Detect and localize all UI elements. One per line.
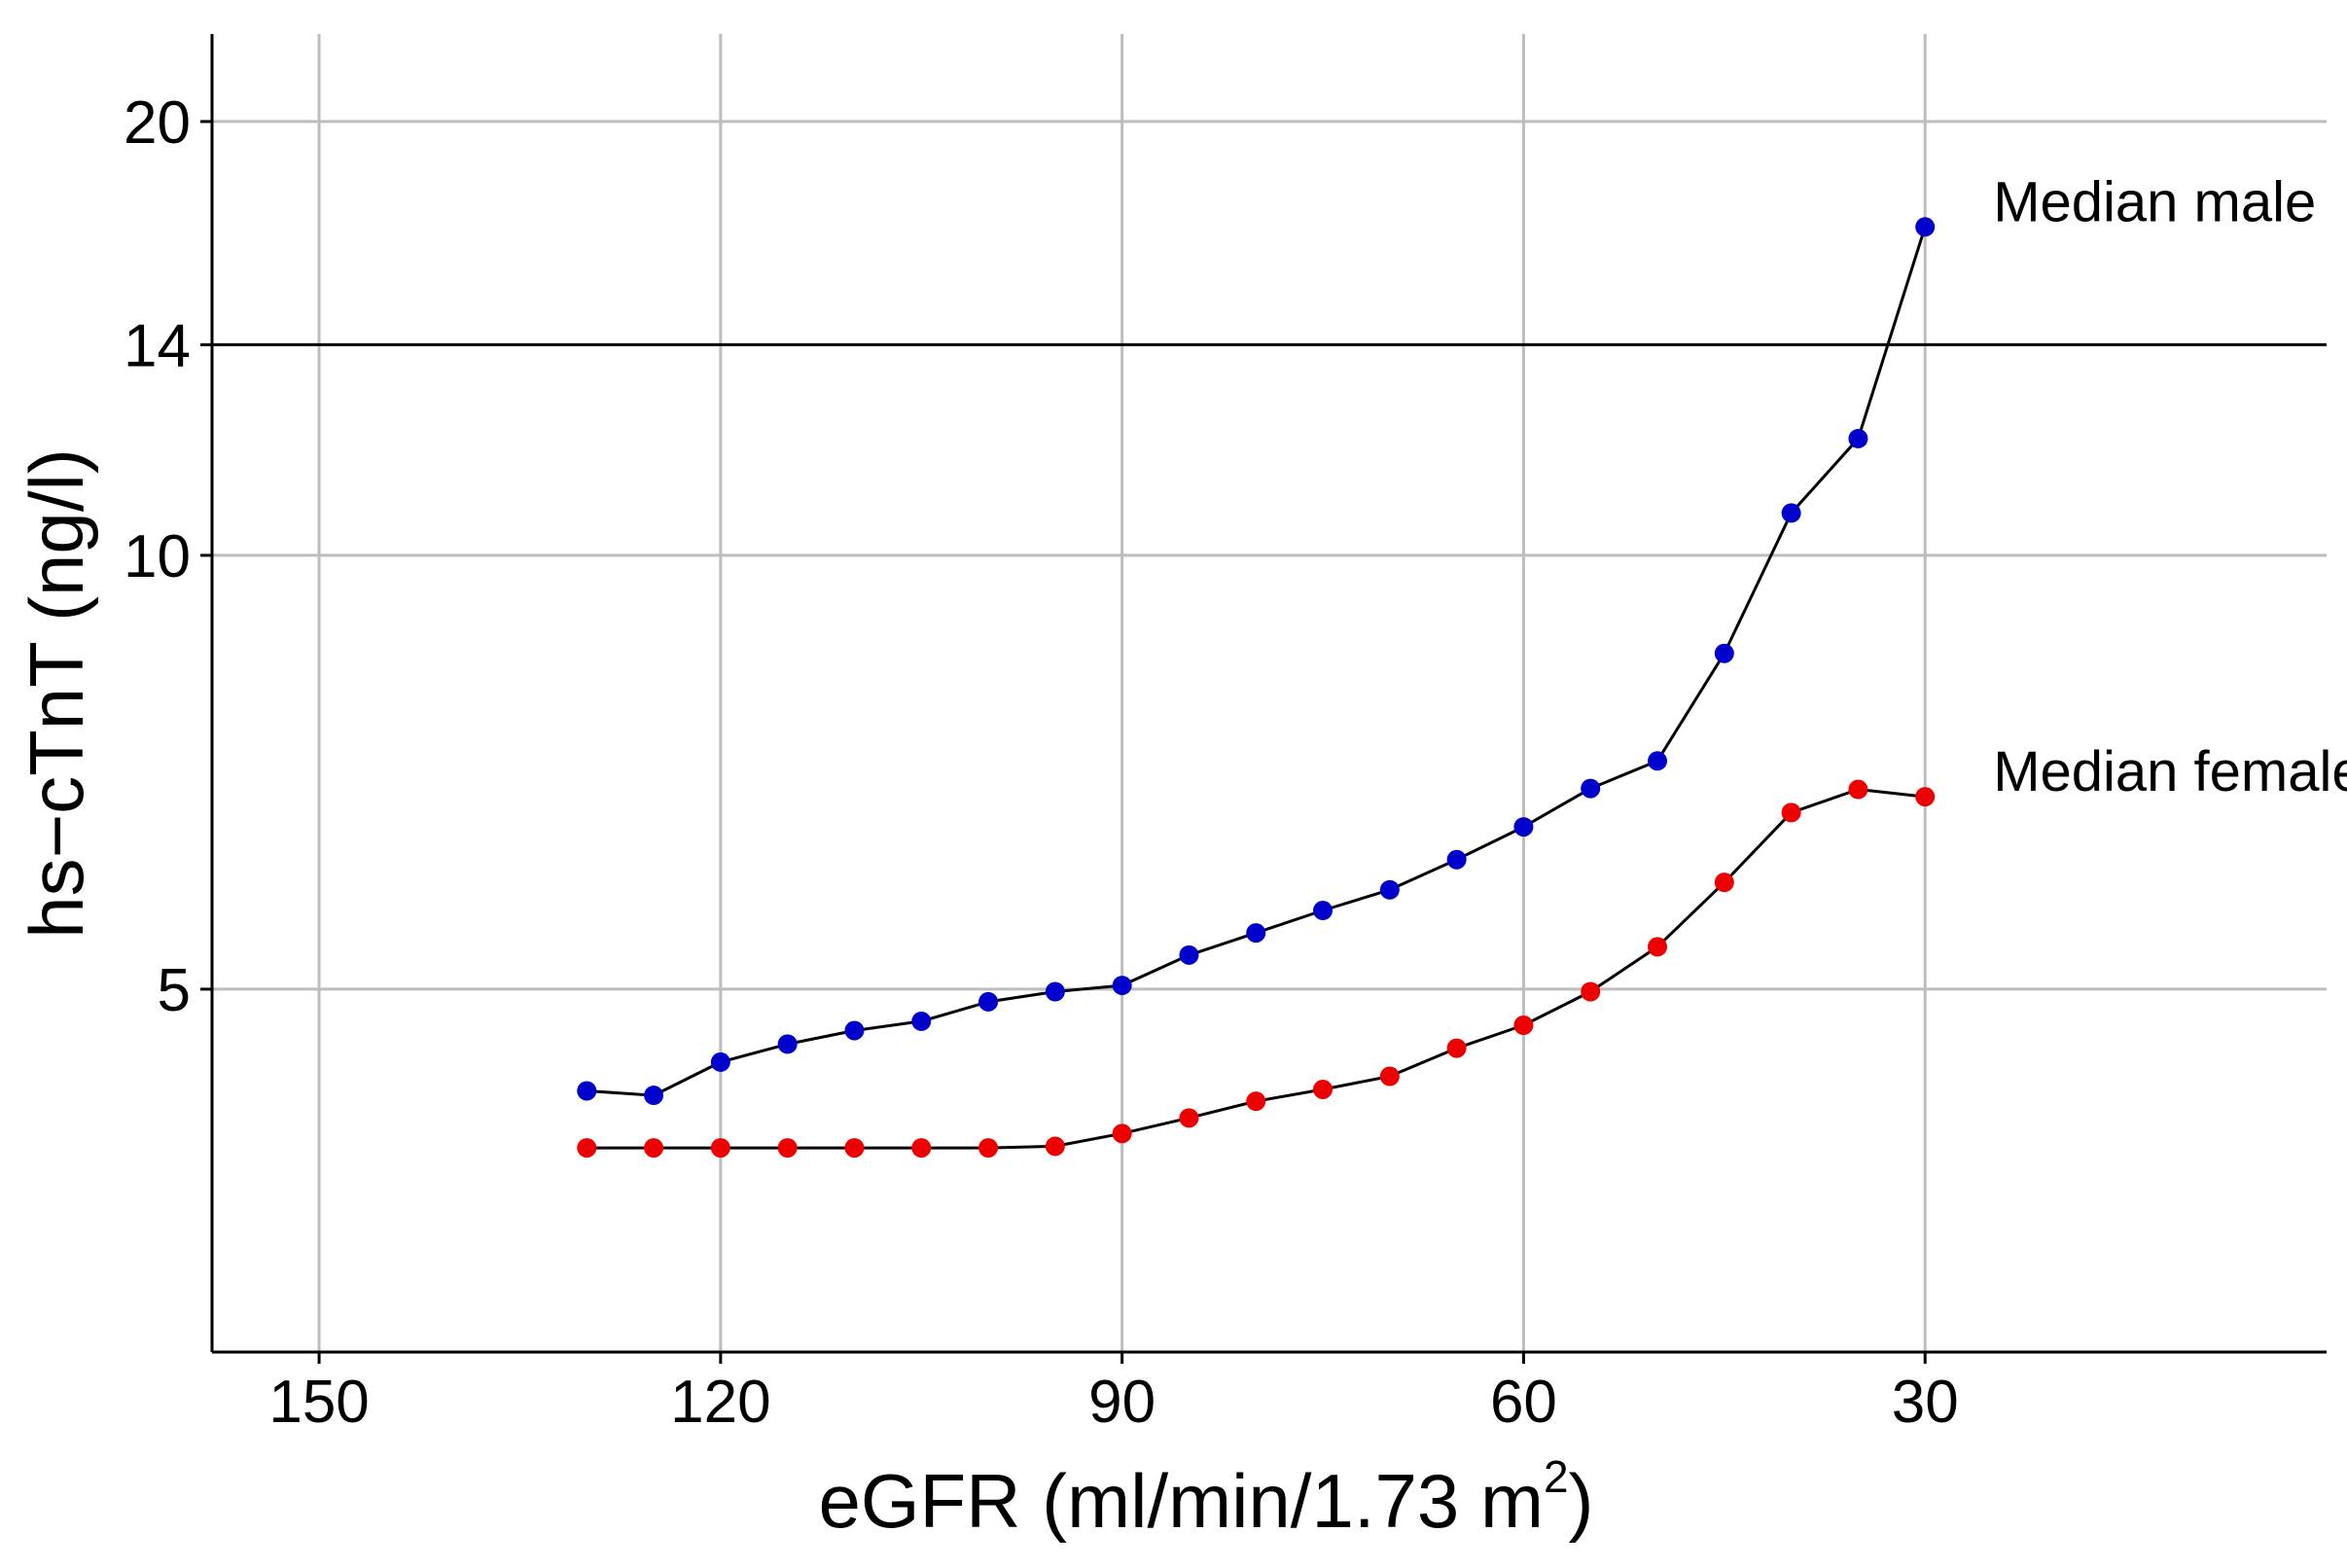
data-point-median-male-130 — [577, 1081, 597, 1101]
data-point-median-male-60 — [1513, 817, 1534, 837]
data-point-median-male-80 — [1246, 923, 1266, 944]
data-point-median-male-65 — [1446, 849, 1467, 870]
y-gridlines — [212, 120, 2327, 991]
y-tick-label-10: 10 — [124, 523, 191, 590]
data-point-median-male-90 — [1112, 976, 1132, 996]
x-axis-title-close: ) — [1569, 1458, 1594, 1544]
data-point-median-female-55 — [1581, 981, 1601, 1002]
y-tick-label-20: 20 — [124, 89, 191, 157]
data-point-median-male-115 — [777, 1034, 798, 1054]
data-point-median-female-40 — [1781, 802, 1801, 823]
data-point-median-female-125 — [644, 1138, 664, 1158]
data-point-median-female-75 — [1313, 1079, 1334, 1099]
data-point-median-female-130 — [577, 1138, 597, 1158]
data-point-median-male-45 — [1714, 643, 1734, 663]
data-point-median-female-65 — [1446, 1038, 1467, 1058]
data-point-median-male-50 — [1648, 751, 1668, 771]
data-point-median-female-60 — [1513, 1016, 1534, 1036]
data-point-median-male-70 — [1379, 879, 1400, 900]
data-point-median-female-110 — [844, 1138, 865, 1158]
data-point-median-female-100 — [978, 1138, 999, 1158]
data-point-median-female-120 — [710, 1138, 730, 1158]
data-point-median-male-125 — [644, 1086, 664, 1106]
x-axis-title-text: eGFR (ml/min/1.73 m — [818, 1458, 1543, 1544]
x-tick-label-60: 60 — [1490, 1369, 1557, 1436]
axes — [210, 34, 2327, 1354]
x-axis-title-superscript: 2 — [1544, 1451, 1569, 1502]
x-tick-label-30: 30 — [1892, 1369, 1959, 1436]
data-point-median-female-115 — [777, 1138, 798, 1158]
x-tick-label-150: 150 — [268, 1369, 369, 1436]
data-point-median-female-95 — [1045, 1136, 1065, 1157]
series-label-median-male: Median male — [1993, 170, 2316, 233]
data-point-median-male-120 — [710, 1051, 730, 1072]
data-point-median-female-105 — [911, 1138, 932, 1158]
data-point-median-male-95 — [1045, 981, 1065, 1002]
series-group — [577, 217, 1936, 1158]
data-point-median-female-80 — [1246, 1091, 1266, 1112]
series-labels: Median male Median female — [1993, 170, 2347, 803]
data-point-median-male-35 — [1848, 428, 1868, 448]
data-point-median-female-30 — [1915, 787, 1936, 807]
y-tick-label-5: 5 — [158, 957, 191, 1024]
data-point-median-female-90 — [1112, 1123, 1132, 1144]
data-point-median-male-75 — [1313, 901, 1334, 921]
data-point-median-male-100 — [978, 991, 999, 1012]
data-point-median-male-55 — [1581, 778, 1601, 799]
tick-labels: 150 120 90 60 30 5 10 14 20 — [124, 89, 1959, 1436]
data-point-median-male-40 — [1781, 503, 1801, 523]
data-point-median-female-70 — [1379, 1066, 1400, 1087]
data-point-median-male-85 — [1179, 944, 1199, 965]
series-label-median-female: Median female — [1993, 740, 2347, 803]
data-point-median-male-105 — [911, 1011, 932, 1031]
data-point-median-female-45 — [1714, 873, 1734, 893]
y-tick-label-14: 14 — [124, 312, 191, 379]
data-point-median-male-30 — [1915, 217, 1936, 237]
data-point-median-female-50 — [1648, 937, 1668, 957]
data-point-median-female-35 — [1848, 779, 1868, 800]
y-axis-title: hs−cTnT (ng/l) — [14, 448, 99, 939]
x-gridlines — [317, 34, 1927, 1352]
data-point-median-male-110 — [844, 1020, 865, 1041]
x-tick-label-120: 120 — [670, 1369, 770, 1436]
data-point-median-female-85 — [1179, 1108, 1199, 1128]
x-tick-label-90: 90 — [1088, 1369, 1156, 1436]
x-axis-title: eGFR (ml/min/1.73 m2) — [818, 1451, 1593, 1544]
